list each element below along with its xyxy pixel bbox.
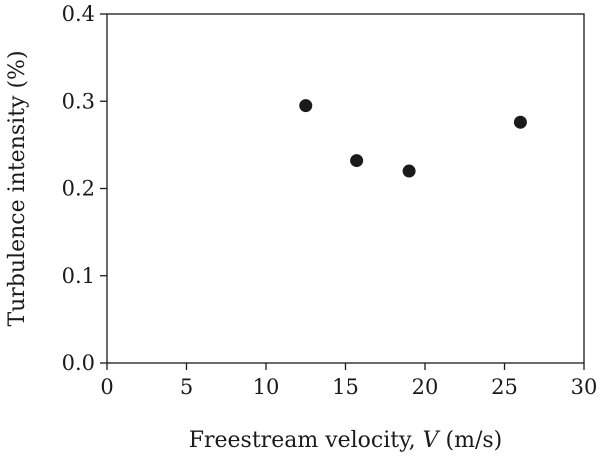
y-tick-label-0: 0.0 [62, 351, 95, 375]
y-tick-label-3: 0.3 [62, 89, 95, 113]
data-point-0-0 [299, 99, 313, 113]
x-axis-title: Freestream velocity, V (m/s) [189, 428, 503, 453]
data-points [299, 99, 527, 178]
data-point-0-1 [350, 154, 364, 168]
x-tick-label-1: 5 [180, 375, 193, 399]
x-axis-title-part-1: Freestream velocity, [189, 428, 423, 453]
data-point-0-3 [513, 115, 527, 129]
y-tick-label-2: 0.2 [62, 177, 95, 201]
x-tick-label-3: 15 [332, 375, 359, 399]
y-tick-label-4: 0.4 [62, 2, 95, 26]
x-tick-label-0: 0 [100, 375, 113, 399]
x-tick-label-2: 10 [253, 375, 280, 399]
data-point-0-2 [402, 164, 416, 178]
x-tick-labels: 0 5 10 15 20 25 30 [100, 375, 597, 399]
y-axis-title: Turbulence intensity (%) [5, 50, 30, 326]
x-axis-title-variable: V [423, 428, 441, 453]
x-tick-label-5: 25 [491, 375, 518, 399]
x-axis-title-unit: (m/s) [439, 428, 503, 453]
plot-frame [106, 13, 585, 364]
y-tick-labels: 0.0 0.1 0.2 0.3 0.4 [62, 2, 95, 375]
axis-ticks [100, 13, 585, 370]
x-tick-label-4: 20 [412, 375, 439, 399]
x-tick-label-6: 30 [571, 375, 598, 399]
y-tick-label-1: 0.1 [62, 264, 95, 288]
